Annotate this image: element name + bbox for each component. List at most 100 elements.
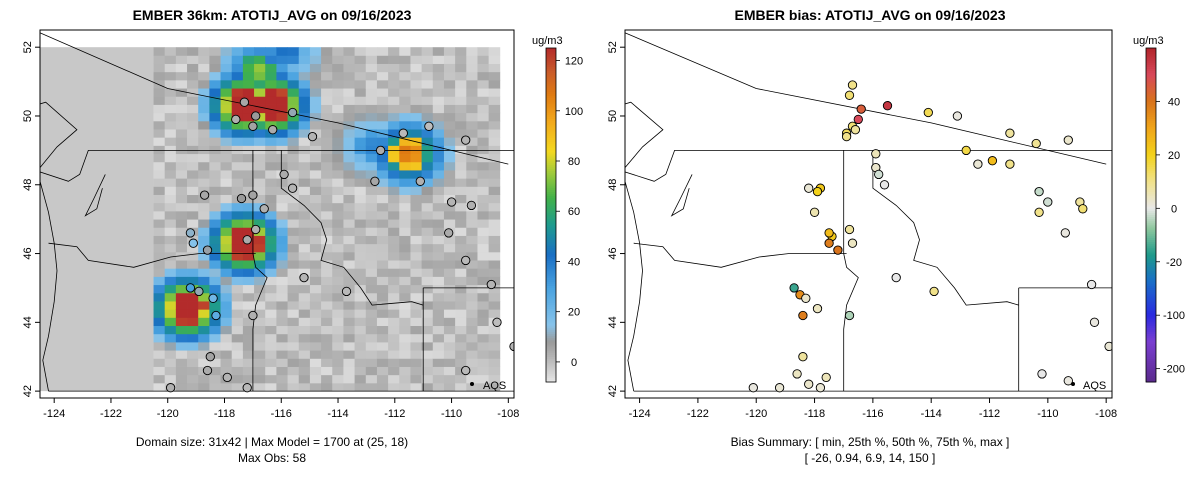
- grid-cell: [265, 112, 277, 122]
- grid-cell: [399, 79, 411, 89]
- grid-cell: [242, 268, 255, 277]
- grid-cell: [242, 137, 255, 146]
- grid-cell: [321, 71, 333, 81]
- colorbar-segment: [1146, 146, 1156, 149]
- colorbar-tick-label: -100: [1163, 310, 1185, 322]
- grid-cell: [354, 358, 367, 367]
- grid-cell: [321, 251, 333, 261]
- grid-cell: [298, 112, 311, 122]
- colorbar-segment: [1146, 273, 1156, 277]
- grid-cell: [265, 145, 277, 155]
- grid-cell: [455, 63, 467, 73]
- grid-cell: [309, 96, 322, 105]
- grid-cell: [164, 366, 177, 376]
- colorbar-segment: [1146, 221, 1156, 224]
- grid-cell: [175, 88, 188, 97]
- grid-cell: [309, 382, 322, 392]
- grid-cell: [276, 47, 288, 56]
- grid-cell: [287, 325, 300, 335]
- grid-cell: [477, 71, 490, 81]
- grid-cell: [198, 333, 210, 343]
- grid-cell: [365, 112, 378, 122]
- grid-cell: [298, 325, 311, 335]
- grid-cell: [153, 219, 166, 228]
- grid-cell: [254, 309, 266, 318]
- observation-point: [424, 121, 434, 131]
- observation-point: [415, 176, 425, 186]
- grid-cell: [410, 309, 423, 318]
- grid-cell: [488, 104, 501, 114]
- grid-cell: [432, 120, 445, 130]
- colorbar-segment: [546, 302, 556, 306]
- bias-point: [809, 207, 820, 217]
- grid-cell: [231, 88, 244, 97]
- grid-cell: [198, 137, 210, 146]
- colorbar-segment: [546, 96, 556, 99]
- grid-cell: [276, 120, 288, 130]
- grid-cell: [354, 145, 367, 155]
- grid-cell: [455, 79, 467, 89]
- grid-cell: [164, 350, 177, 359]
- grid-cell: [376, 79, 389, 89]
- grid-cell: [365, 88, 378, 97]
- grid-cell: [477, 186, 490, 195]
- grid-cell: [410, 235, 423, 245]
- grid-cell: [265, 194, 277, 204]
- colorbar-segment: [546, 311, 556, 314]
- grid-cell: [309, 112, 322, 122]
- grid-cell: [254, 178, 266, 187]
- grid-cell: [187, 145, 199, 155]
- grid-cell: [477, 137, 490, 146]
- grid-cell: [410, 227, 423, 236]
- bias-point: [847, 238, 858, 248]
- grid-cell: [332, 309, 344, 318]
- colorbar-segment: [546, 98, 556, 101]
- map-boundary-line: [670, 174, 693, 217]
- grid-cell: [198, 170, 210, 179]
- map-boundary-line: [84, 174, 106, 217]
- grid-cell: [242, 178, 255, 187]
- grid-cell: [187, 243, 199, 253]
- colorbar-segment: [1146, 271, 1156, 274]
- grid-cell: [332, 145, 344, 155]
- grid-cell: [421, 227, 434, 236]
- grid-cell: [276, 325, 288, 335]
- colorbar-segment: [1146, 181, 1156, 185]
- grid-cell: [399, 202, 411, 212]
- grid-cell: [399, 374, 411, 384]
- grid-cell: [220, 382, 233, 392]
- colorbar-segment: [1146, 158, 1156, 162]
- colorbar-segment: [1146, 338, 1156, 341]
- colorbar-segment: [546, 304, 556, 308]
- grid-cell: [477, 268, 490, 277]
- grid-cell: [443, 350, 456, 359]
- colorbar-segment: [546, 244, 556, 247]
- grid-cell: [198, 358, 210, 367]
- grid-cell: [242, 104, 255, 114]
- bias-point: [812, 303, 823, 314]
- bias-point: [789, 283, 799, 293]
- grid-cell: [175, 260, 188, 269]
- grid-cell: [365, 235, 378, 245]
- colorbar-segment: [1146, 227, 1156, 231]
- grid-cell: [276, 194, 288, 204]
- grid-cell: [321, 341, 333, 351]
- x-tick-label: -116: [271, 408, 292, 420]
- x-tick-label: -114: [327, 408, 348, 420]
- colorbar-segment: [546, 333, 556, 337]
- grid-cell: [388, 251, 400, 261]
- grid-cell: [354, 47, 367, 56]
- grid-cell: [332, 382, 344, 392]
- grid-cell: [432, 63, 445, 73]
- grid-cell: [287, 79, 300, 89]
- colorbar-segment: [546, 137, 556, 141]
- grid-cell: [455, 219, 467, 228]
- colorbar-segment: [1146, 315, 1156, 318]
- grid-cell: [309, 63, 322, 73]
- grid-cell: [466, 260, 478, 269]
- grid-cell: [410, 88, 423, 97]
- bias-point: [891, 272, 901, 283]
- grid-cell: [298, 350, 311, 359]
- colorbar-segment: [546, 229, 556, 233]
